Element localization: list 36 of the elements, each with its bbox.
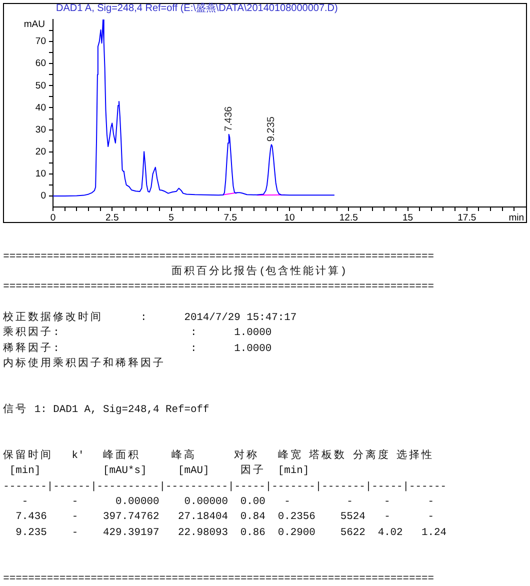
y-tick-label: 50	[35, 80, 46, 92]
text: [min] [mAU*s] [mAU] 因子 [min]	[9, 465, 310, 478]
x-tick-label: 12.5	[339, 212, 358, 224]
text: 乘积因子: : 1.0000	[3, 326, 272, 342]
text: 稀释因子: : 1.0000	[3, 342, 272, 357]
x-axis-title: min	[508, 212, 524, 224]
x-tick-label: 7.5	[224, 212, 237, 224]
y-axis-title: mAU	[24, 19, 46, 30]
x-tick-label: 2.5	[106, 212, 119, 224]
text: =====================================================================	[3, 280, 434, 296]
chart-title: DAD1 A, Sig=248,4 Ref=off (E:\盛燕\DATA\20140108000007.D)	[56, 3, 338, 14]
y-tick-label: 60	[35, 58, 46, 70]
x-tick-label: 15	[402, 212, 414, 224]
x-tick-label: 0	[50, 212, 56, 224]
y-tick-label: 30	[35, 124, 46, 136]
x-tick-label: 10	[284, 212, 295, 224]
text: - - 0.00000 0.00000 0.00 - - - -	[22, 494, 434, 510]
annotation: 7.436	[224, 106, 235, 132]
text: 保留时间 k' 峰面积 峰高 对称 峰宽 塔板数 分离度 选择性	[3, 450, 432, 462]
y-tick-label: 40	[35, 102, 46, 114]
text: -------|------|----------|----------|-----|-------|-------|-----|------	[3, 480, 447, 495]
y-tick-label: 10	[35, 168, 46, 180]
text: 校正数据修改时间 : 2014/7/29 15:47:17	[3, 312, 297, 324]
annotation: 9.235	[266, 116, 278, 142]
text: 内标使用乘积因子和稀释因子	[3, 358, 163, 370]
text: =====================================================================	[3, 250, 434, 265]
text: =====================================================================	[3, 572, 434, 586]
y-tick-label: 0	[40, 190, 46, 202]
y-tick-label: 20	[35, 146, 46, 158]
text: 7.436 - 397.74762 27.18404 0.84 0.2356 5524 - -	[16, 510, 434, 526]
text: 信号 1: DAD1 A, Sig=248,4 Ref=off	[3, 402, 210, 418]
text: 面积百分比报告(包含性能计算)	[172, 266, 347, 278]
x-tick-label: 5	[168, 212, 174, 224]
text: 9.235 - 429.39197 22.98093 0.86 0.2900 5622 4.02 1.24	[16, 526, 447, 541]
x-tick-label: 17.5	[458, 212, 476, 224]
y-tick-label: 70	[35, 36, 46, 48]
